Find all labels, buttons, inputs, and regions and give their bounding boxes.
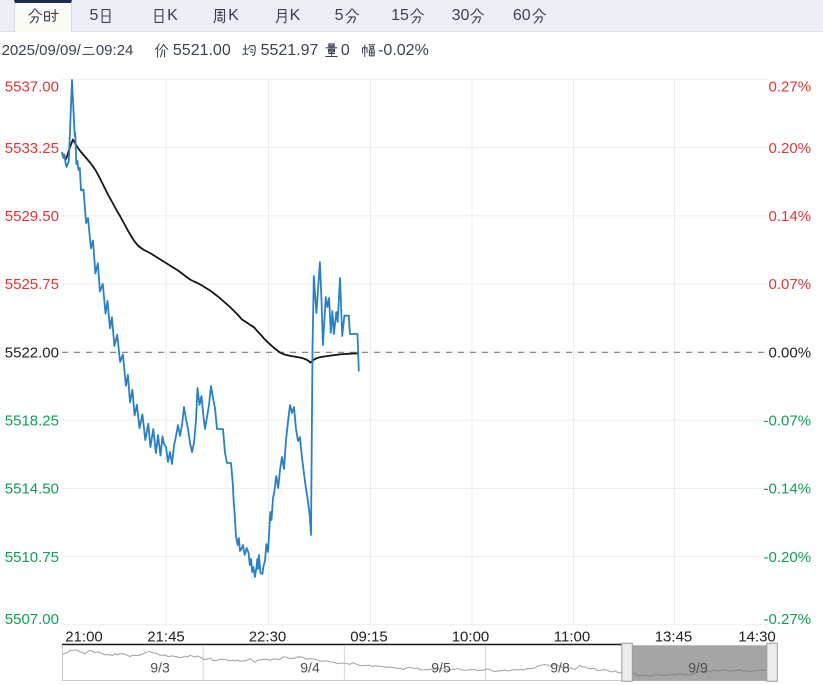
svg-text:9/5: 9/5 xyxy=(431,660,451,676)
svg-text:-0.07%: -0.07% xyxy=(764,413,812,430)
svg-text:5533.25: 5533.25 xyxy=(5,140,59,157)
svg-text:10:00: 10:00 xyxy=(452,629,490,646)
svg-text:0.00%: 0.00% xyxy=(769,344,812,361)
svg-text:5529.50: 5529.50 xyxy=(5,208,59,225)
svg-text:5507.00: 5507.00 xyxy=(5,611,59,628)
svg-text:5525.75: 5525.75 xyxy=(5,276,59,293)
svg-text:22:30: 22:30 xyxy=(249,629,287,646)
svg-text:5537.00: 5537.00 xyxy=(5,78,59,95)
svg-text:0.14%: 0.14% xyxy=(769,208,812,225)
svg-text:5518.25: 5518.25 xyxy=(5,413,59,430)
svg-text:-0.20%: -0.20% xyxy=(764,549,812,566)
svg-text:0.20%: 0.20% xyxy=(769,140,812,157)
svg-text:9/4: 9/4 xyxy=(300,660,320,676)
svg-text:-0.27%: -0.27% xyxy=(764,611,812,628)
svg-text:09:15: 09:15 xyxy=(350,629,388,646)
svg-text:21:00: 21:00 xyxy=(65,629,103,646)
svg-text:5514.50: 5514.50 xyxy=(5,481,59,498)
svg-text:21:45: 21:45 xyxy=(147,629,185,646)
svg-text:0.07%: 0.07% xyxy=(769,276,812,293)
svg-text:13:45: 13:45 xyxy=(655,629,693,646)
svg-text:9/3: 9/3 xyxy=(150,660,170,676)
svg-text:14:30: 14:30 xyxy=(738,629,776,646)
svg-text:5510.75: 5510.75 xyxy=(5,549,59,566)
svg-text:0.27%: 0.27% xyxy=(769,78,812,95)
svg-text:11:00: 11:00 xyxy=(554,629,590,646)
svg-text:9/9: 9/9 xyxy=(688,660,708,676)
svg-text:-0.14%: -0.14% xyxy=(764,481,812,498)
svg-text:5522.00: 5522.00 xyxy=(5,344,59,361)
svg-text:9/8: 9/8 xyxy=(550,660,570,676)
